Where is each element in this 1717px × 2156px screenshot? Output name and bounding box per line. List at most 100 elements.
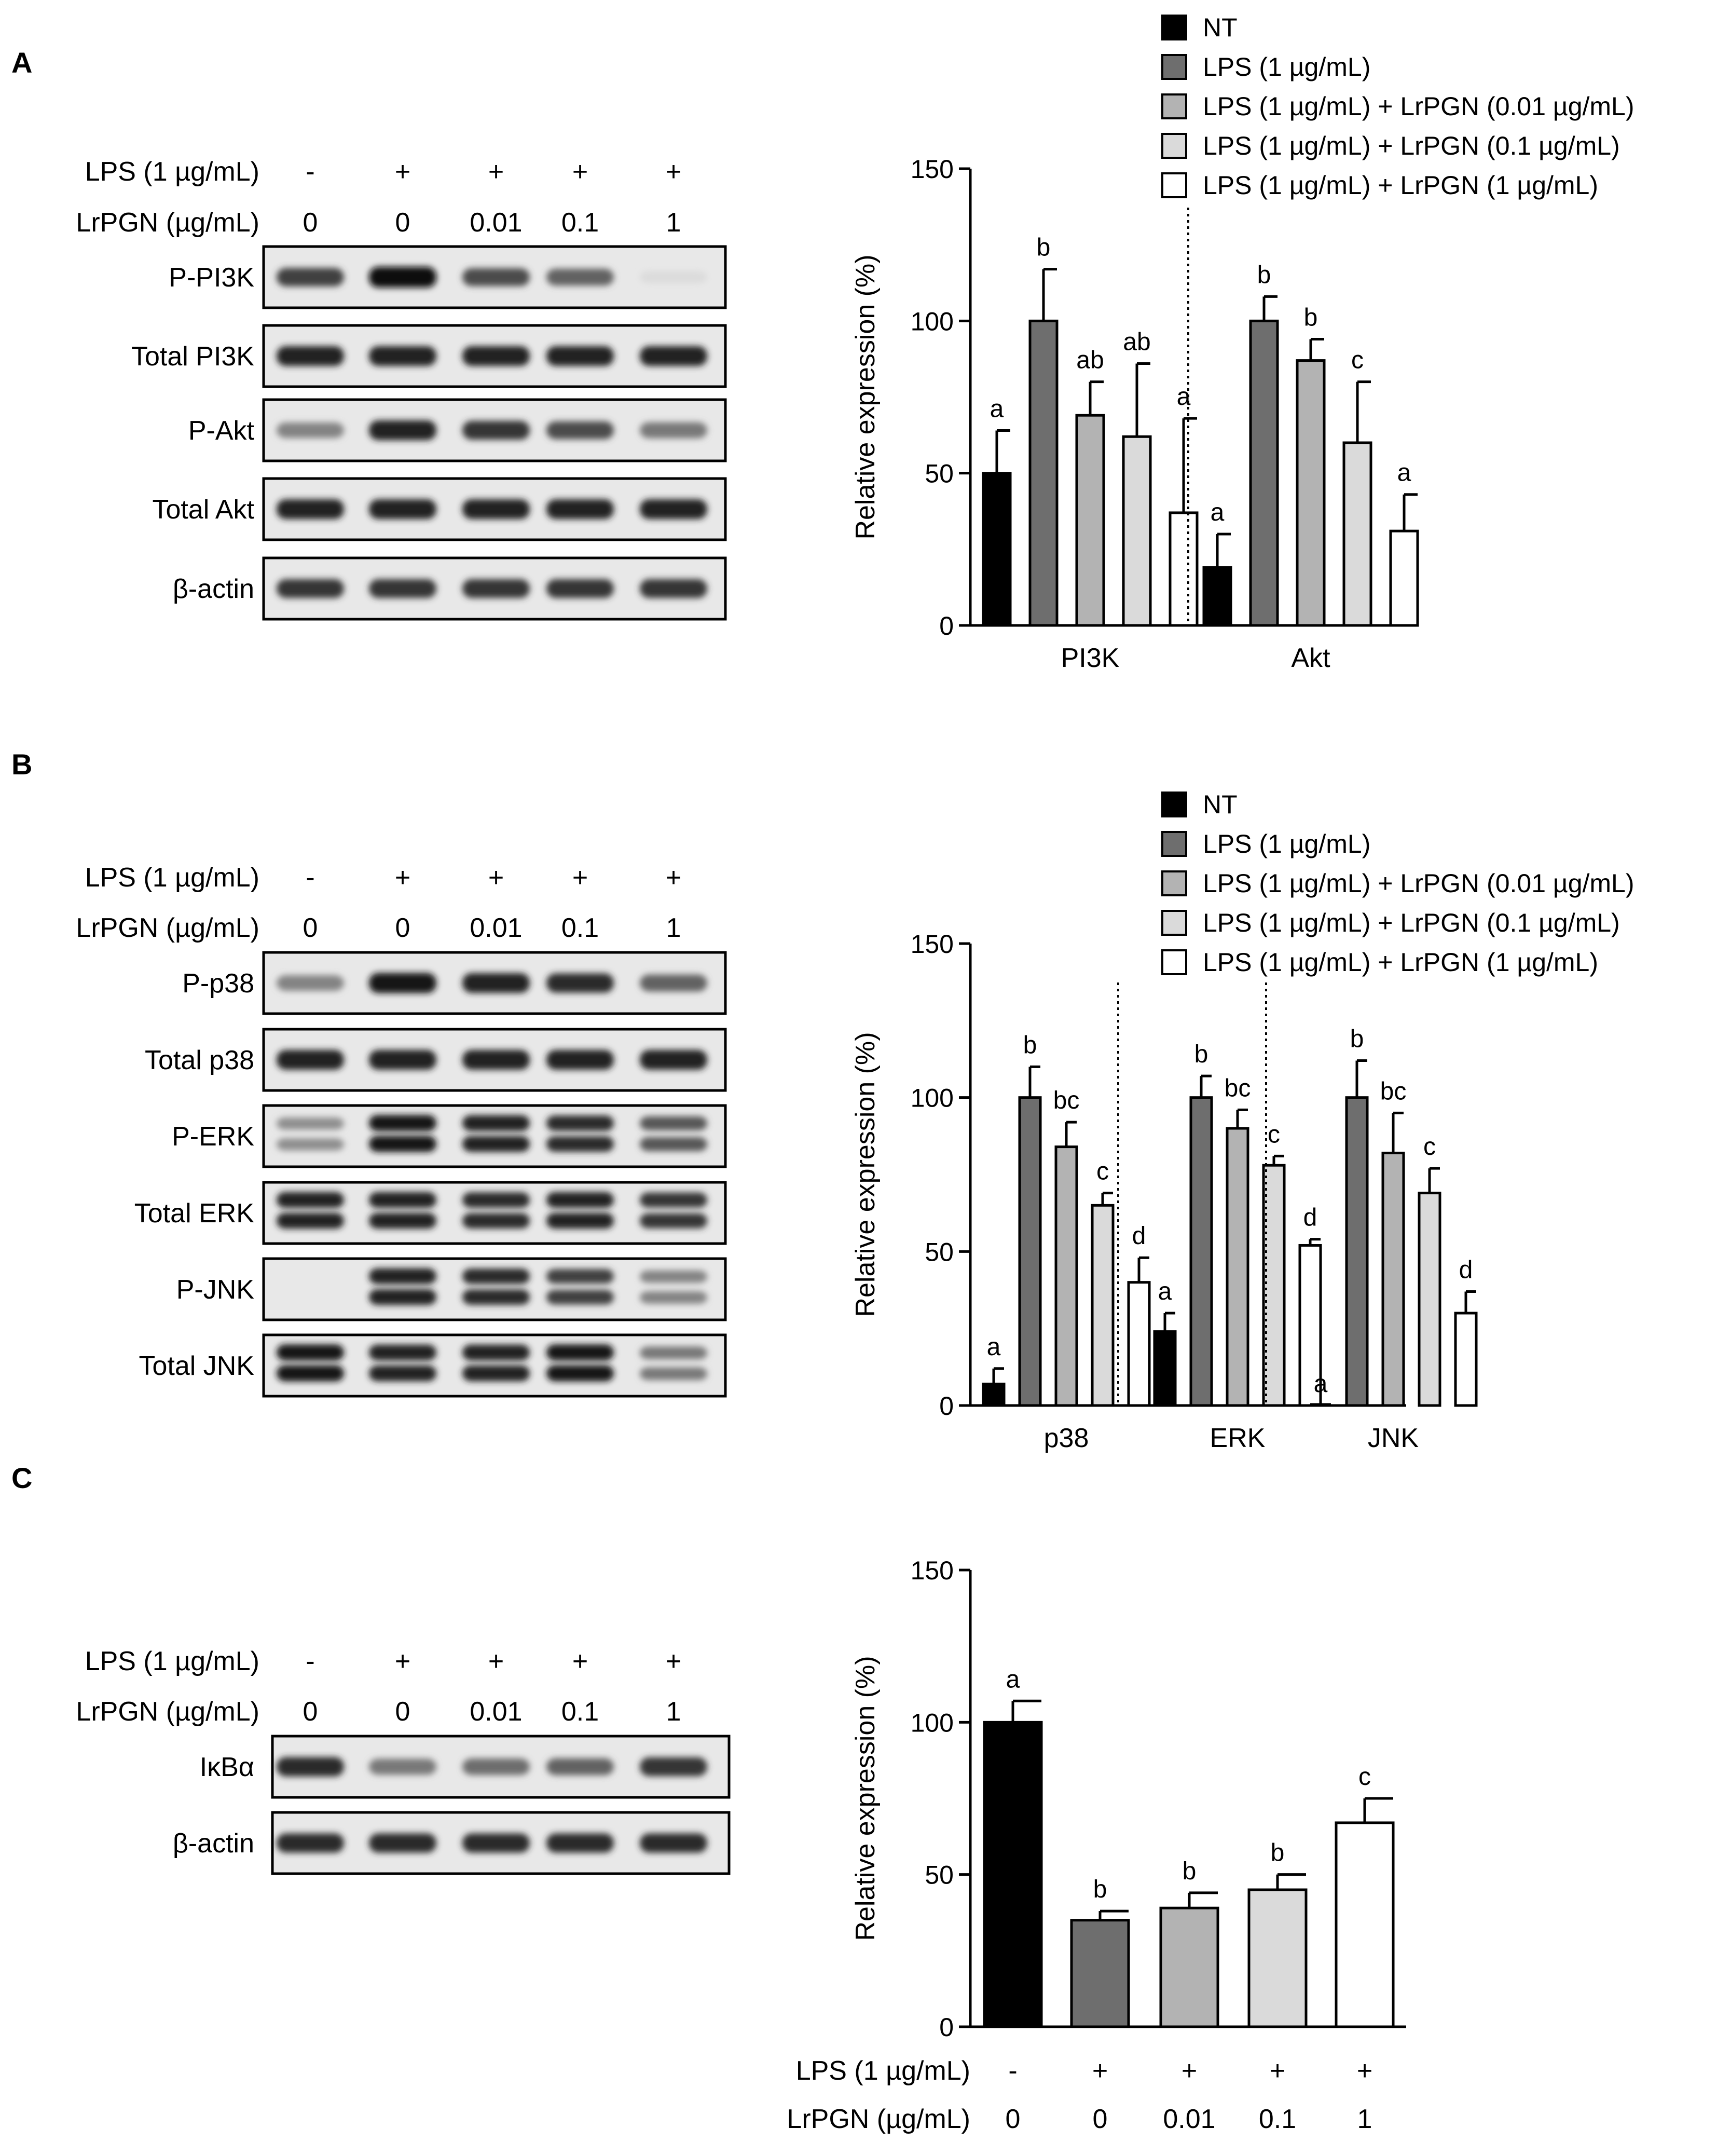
blot-band [640, 1833, 707, 1853]
blot-strip: Total ERK [134, 1181, 727, 1245]
legend-label: LPS (1 µg/mL) + LrPGN (0.1 µg/mL) [1203, 131, 1620, 160]
significance-letter: b [1023, 1031, 1037, 1059]
legend-swatch [1161, 792, 1187, 817]
lps-row-label: LPS (1 µg/mL) [85, 1646, 259, 1676]
lps-lane-value: + [395, 863, 410, 893]
bar [1342, 441, 1372, 627]
significance-letter: b [1271, 1839, 1285, 1867]
significance-letter: b [1037, 234, 1051, 262]
bar [1159, 1906, 1219, 2028]
blot-strip: P-PI3K [169, 245, 727, 309]
blot-band [546, 1365, 614, 1382]
blot-band [640, 271, 707, 283]
lrpgn-lane-value: 0.1 [561, 1697, 599, 1727]
blot-panel-a: LPS (1 µg/mL) LrPGN (µg/mL) - + + + +0 0 0.01 0.1… [76, 157, 727, 621]
blot-band [546, 1269, 614, 1284]
lps-lane-value: + [1357, 2056, 1372, 2086]
blot-band [369, 1268, 436, 1285]
blot-band [277, 346, 344, 366]
blot-band [369, 1115, 436, 1131]
lrpgn-lane-value: 1 [666, 208, 681, 238]
category-label: p38 [1044, 1423, 1089, 1453]
legend-swatch [1161, 949, 1187, 975]
bar [982, 472, 1012, 627]
significance-letter: d [1459, 1256, 1473, 1284]
lps-lane-value: + [488, 157, 504, 187]
bar [1249, 319, 1279, 627]
bar [1298, 1244, 1322, 1407]
blot-strip: IκBα [200, 1735, 731, 1799]
blot-band [546, 579, 614, 598]
significance-letter: a [1211, 499, 1225, 526]
lrpgn-lane-value: 0 [395, 913, 410, 943]
lps-lane-value: - [1008, 2056, 1017, 2086]
significance-letter: b [1093, 1876, 1107, 1903]
lps-row-label: LPS (1 µg/mL) [85, 863, 259, 893]
y-tick-label: 150 [911, 155, 954, 184]
blot-label: Total p38 [145, 1045, 254, 1075]
blot-band [546, 268, 614, 286]
lrpgn-lane-value: 0 [1093, 2104, 1108, 2134]
blot-band [369, 1289, 436, 1305]
y-tick-label: 0 [939, 1391, 954, 1421]
blot-band [462, 420, 530, 440]
legend-swatch [1161, 172, 1187, 198]
lrpgn-lane-value: 1 [666, 1697, 681, 1727]
legend: NT LPS (1 µg/mL) LPS (1 µg/mL) + LrPGN (0.… [1161, 790, 1634, 977]
legend-label: LPS (1 µg/mL) [1203, 829, 1370, 858]
legend-label: LPS (1 µg/mL) + LrPGN (1 µg/mL) [1203, 171, 1598, 200]
bar [1070, 1919, 1130, 2028]
bar [1247, 1888, 1308, 2028]
blot-band [462, 1115, 530, 1131]
significance-letter: b [1194, 1041, 1208, 1068]
lps-lane-value: + [1270, 2056, 1285, 2086]
lrpgn-row-label: LrPGN (µg/mL) [76, 913, 259, 943]
blot-band [640, 1116, 707, 1130]
blot-band [640, 1270, 707, 1283]
legend: NT LPS (1 µg/mL) LPS (1 µg/mL) + LrPGN (0.… [1161, 13, 1634, 200]
blot-band [462, 579, 530, 598]
bar [1018, 1096, 1042, 1407]
blot-band [462, 973, 530, 993]
blot-band [462, 1268, 530, 1284]
blot-strip: Total JNK [139, 1333, 727, 1398]
bar [1189, 1096, 1213, 1407]
significance-letter: c [1423, 1133, 1436, 1161]
significance-letter: c [1268, 1121, 1280, 1148]
legend-label: NT [1203, 790, 1238, 819]
blot-band [277, 975, 344, 991]
blot-band [369, 1049, 436, 1070]
blot-band [640, 1757, 707, 1777]
lps-lane-value: - [306, 863, 314, 893]
blot-band [462, 346, 530, 366]
bar [1122, 435, 1152, 627]
blot-strip: β-actin [173, 1811, 731, 1875]
lps-lane-value: + [1092, 2056, 1108, 2086]
lps-lane-value: + [488, 1646, 504, 1676]
significance-letter: bc [1225, 1074, 1251, 1102]
category-label: ERK [1210, 1423, 1266, 1453]
panel-letter-a: A [11, 46, 33, 79]
significance-letter: d [1303, 1204, 1317, 1232]
legend-swatch [1161, 870, 1187, 896]
significance-letter: b [1257, 261, 1271, 289]
blot-band [640, 499, 707, 520]
blot-band [462, 1365, 530, 1382]
blot-band [546, 1115, 614, 1131]
bar [983, 1721, 1043, 2028]
blot-band [462, 1049, 530, 1070]
blot-band [369, 499, 436, 520]
blot-strip: Total PI3K [131, 324, 727, 388]
bar [1091, 1204, 1115, 1407]
blot-band [640, 579, 707, 598]
lrpgn-lane-value: 0.1 [1259, 2104, 1296, 2134]
blot-band [546, 1290, 614, 1305]
blot-band [640, 1049, 707, 1070]
blot-band [546, 1192, 614, 1208]
blot-band [462, 1289, 530, 1305]
y-tick-label: 0 [939, 2013, 954, 2042]
